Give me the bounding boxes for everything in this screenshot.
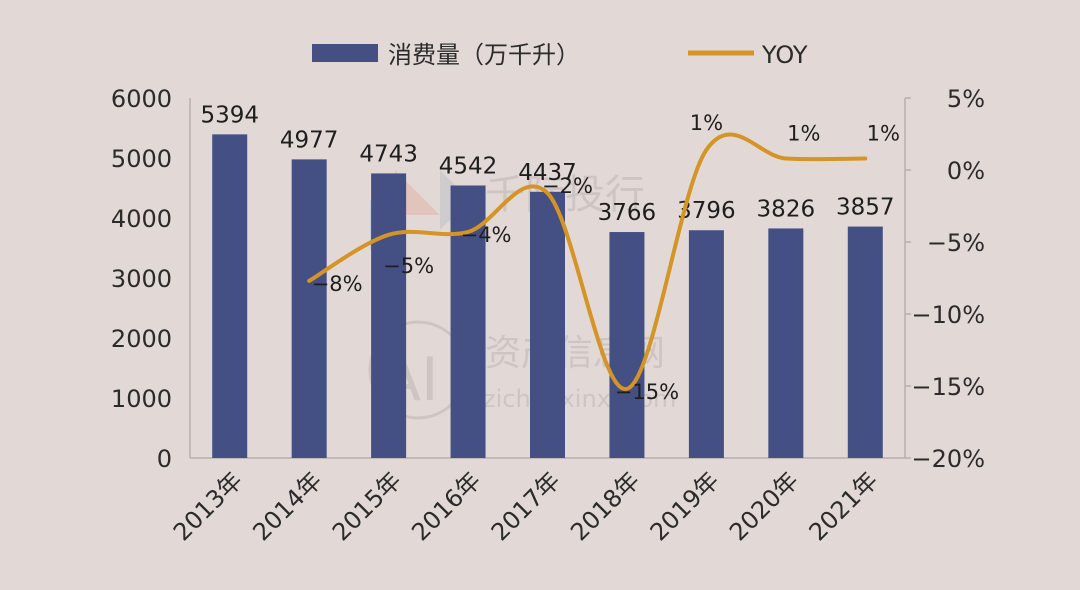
bar — [847, 226, 883, 458]
x-tick-label: 2019年 — [645, 466, 725, 546]
bar-value-label: 5394 — [200, 102, 259, 128]
legend-label-bar: 消费量（万千升） — [388, 41, 580, 69]
x-tick-label: 2020年 — [724, 466, 804, 546]
yoy-value-label: −5% — [383, 254, 434, 278]
left-axis-ticks: 0 1000 2000 3000 4000 5000 6000 — [111, 85, 172, 473]
yoy-value-label: 1% — [787, 121, 820, 145]
x-tick-label: 2021年 — [804, 466, 884, 546]
x-tick-label: 2014年 — [247, 466, 327, 546]
left-tick-label: 3000 — [111, 265, 172, 293]
bar-value-label: 4437 — [518, 160, 577, 186]
x-tick-label: 2013年 — [168, 466, 248, 546]
legend-swatch-bar — [312, 44, 378, 62]
bar — [688, 230, 724, 458]
right-axis-ticks: −20% −15% −10% −5% 0% 5% — [905, 85, 985, 473]
left-tick-label: 6000 — [111, 85, 172, 113]
bar-value-label: 4743 — [359, 141, 418, 167]
yoy-value-label: 1% — [867, 121, 900, 145]
left-tick-label: 1000 — [111, 385, 172, 413]
left-tick-label: 5000 — [111, 145, 172, 173]
bar-value-label: 3766 — [598, 200, 657, 226]
bar — [609, 232, 645, 458]
bar-series — [212, 134, 883, 459]
right-tick-label: −10% — [912, 301, 985, 329]
yoy-value-label: −4% — [461, 223, 512, 247]
right-tick-label: −5% — [927, 229, 985, 257]
x-tick-label: 2017年 — [486, 466, 566, 546]
bar — [291, 159, 327, 458]
yoy-value-label: −15% — [615, 380, 679, 404]
x-axis-ticks: 2013年 2014年 2015年 2016年 2017年 2018年 2019年 2020年… — [168, 466, 884, 546]
x-tick-label: 2016年 — [406, 466, 486, 546]
yoy-line — [307, 132, 868, 391]
bar — [768, 228, 804, 458]
bar-value-label: 4977 — [280, 127, 339, 153]
legend-label-line: YOY — [761, 41, 808, 69]
left-tick-label: 4000 — [111, 205, 172, 233]
bar — [371, 173, 407, 459]
bar — [212, 134, 248, 459]
bar — [530, 191, 565, 458]
left-tick-label: 0 — [157, 445, 172, 473]
yoy-value-label: 1% — [690, 111, 723, 135]
bar-value-label: 3857 — [836, 195, 895, 221]
bar-value-label: 4542 — [439, 153, 498, 179]
right-tick-label: −15% — [912, 373, 985, 401]
legend: 消费量（万千升） YOY — [312, 41, 808, 69]
line-data-labels: −8% −5% −4% −2% −15% 1% 1% 1% — [312, 111, 900, 404]
left-tick-label: 2000 — [111, 325, 172, 353]
right-tick-label: 5% — [947, 85, 985, 113]
x-tick-label: 2015年 — [327, 466, 407, 546]
x-tick-label: 2018年 — [565, 466, 645, 546]
right-tick-label: −20% — [912, 445, 985, 473]
line-series — [307, 132, 868, 391]
bar-value-label: 3826 — [757, 196, 816, 222]
yoy-value-label: −2% — [542, 174, 593, 198]
right-tick-label: 0% — [947, 157, 985, 185]
yoy-value-label: −8% — [312, 272, 363, 296]
